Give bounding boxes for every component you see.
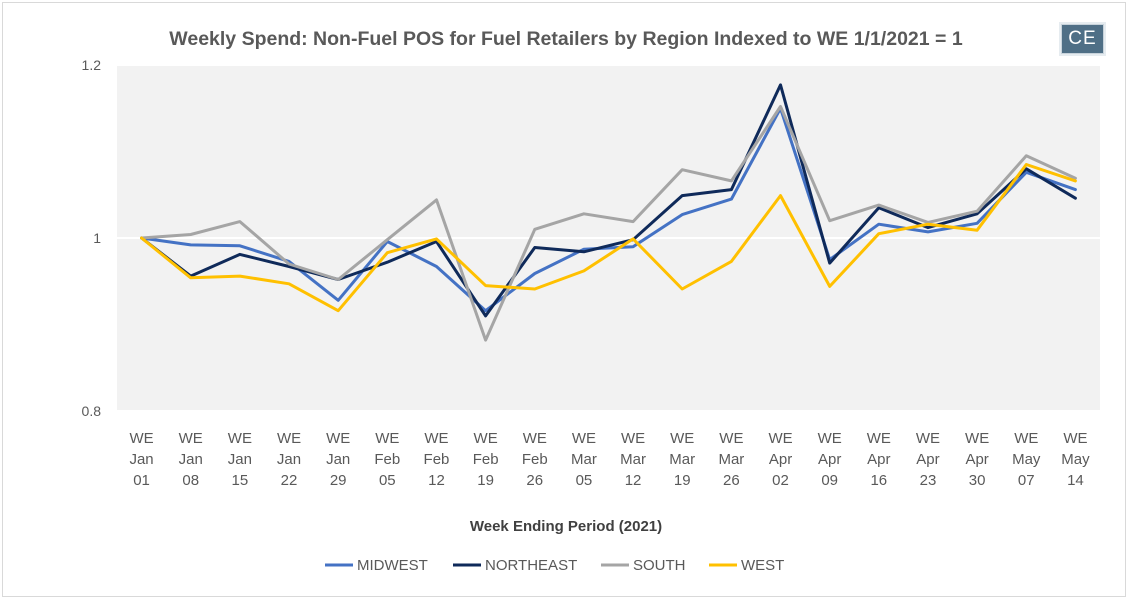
- y-tick-label: 1: [93, 230, 101, 246]
- legend-label-west: WEST: [741, 557, 784, 574]
- x-tick-label: WE Apr 09: [818, 430, 842, 489]
- x-tick-label: WE Feb 26: [522, 430, 548, 489]
- series-line-south: [140, 105, 1077, 342]
- x-tick-label: WE Feb 19: [473, 430, 499, 489]
- x-tick-label: WE Mar 26: [718, 430, 744, 489]
- y-tick-label: 0.8: [82, 403, 102, 419]
- legend-label-midwest: MIDWEST: [357, 557, 428, 574]
- x-axis-title: Week Ending Period (2021): [470, 518, 662, 535]
- x-tick-label: WE Apr 23: [916, 430, 940, 489]
- legend: MIDWEST NORTHEAST SOUTH WEST: [325, 557, 784, 574]
- ce-logo-badge: CE: [1061, 24, 1104, 54]
- legend-label-northeast: NORTHEAST: [485, 557, 577, 574]
- x-tick-label: WE Apr 16: [867, 430, 891, 489]
- series-lines: [140, 83, 1077, 342]
- x-tick-label: WE Jan 29: [326, 430, 350, 489]
- x-tick-label: WE Mar 12: [620, 430, 646, 489]
- y-tick-label: 1.2: [82, 57, 102, 73]
- x-tick-label: WE Jan 01: [129, 430, 153, 489]
- gridlines: [117, 64, 1100, 412]
- x-tick-label: WE Jan 22: [277, 430, 301, 489]
- x-tick-label: WE Apr 30: [965, 430, 989, 489]
- y-axis-tick-labels: 0.8 1 1.2: [82, 57, 102, 419]
- chart-title: Weekly Spend: Non-Fuel POS for Fuel Reta…: [169, 28, 963, 50]
- x-tick-label: WE Feb 05: [374, 430, 400, 489]
- x-tick-label: WE May 07: [1012, 430, 1041, 489]
- x-tick-label: WE Feb 12: [424, 430, 450, 489]
- x-tick-label: WE May 14: [1061, 430, 1090, 489]
- x-tick-label: WE Mar 05: [571, 430, 597, 489]
- x-tick-label: WE Apr 02: [768, 430, 792, 489]
- x-tick-label: WE Mar 19: [669, 430, 695, 489]
- x-tick-label: WE Jan 08: [179, 430, 203, 489]
- series-line-west: [140, 163, 1077, 313]
- x-axis-tick-labels: WE Jan 01 WE Jan 08 WE Jan 15 WE Jan 22 WE Jan 29 WE Feb…: [129, 430, 1090, 489]
- x-tick-label: WE Jan 15: [228, 430, 252, 489]
- legend-label-south: SOUTH: [633, 557, 686, 574]
